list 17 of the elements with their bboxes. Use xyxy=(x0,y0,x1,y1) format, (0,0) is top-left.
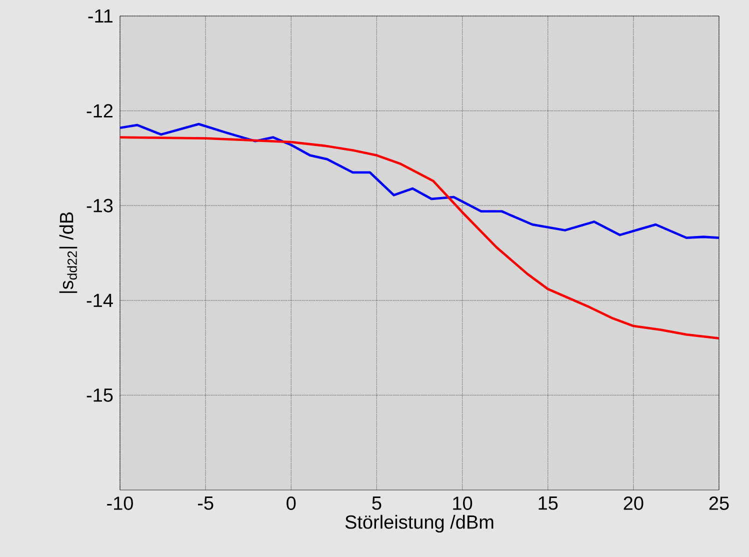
y-tick-label: -13 xyxy=(86,198,113,212)
y-tick-label: -14 xyxy=(86,294,113,307)
x-axis-title: Störleistung /dBm xyxy=(345,514,494,533)
y-axis-title: |s$_{dd22}$| /dB xyxy=(59,212,78,293)
x-tick-label: -10 xyxy=(107,496,133,510)
x-tick-label: 10 xyxy=(453,496,472,510)
x-tick-label: 20 xyxy=(624,496,644,510)
x-tick-label: 5 xyxy=(372,496,382,510)
y-tick-label: -12 xyxy=(86,104,113,118)
y-tick-label: -15 xyxy=(86,388,113,402)
x-tick-label: 15 xyxy=(538,496,558,510)
y-tick-label: -11 xyxy=(88,9,113,23)
line-series xyxy=(120,136,720,340)
x-tick-label: 25 xyxy=(709,496,729,510)
line-series xyxy=(120,122,720,240)
x-tick-label: -5 xyxy=(198,496,214,510)
x-tick-label: 0 xyxy=(286,496,296,510)
